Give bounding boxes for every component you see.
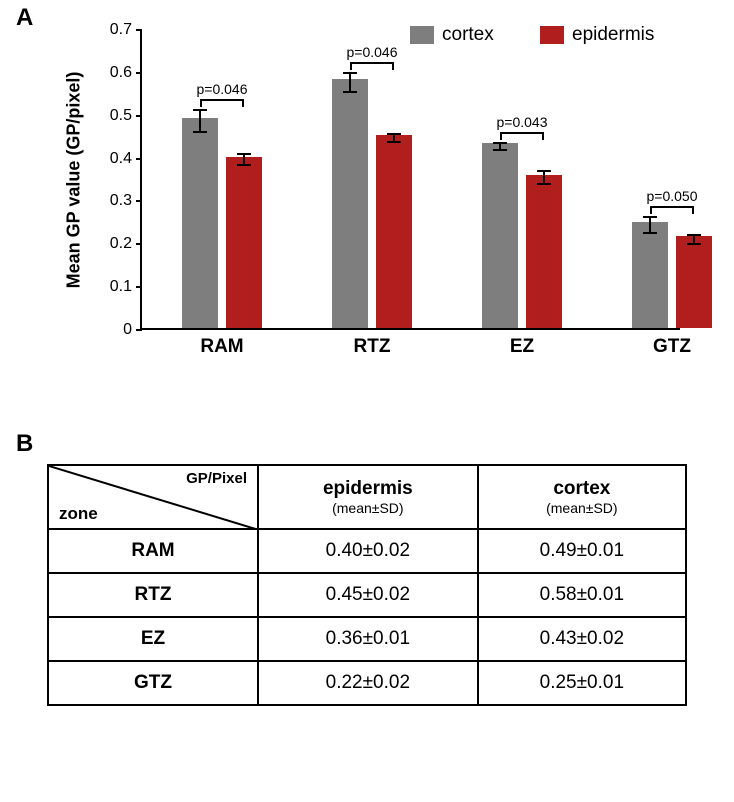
table-diag-header: GP/Pixel zone <box>48 465 258 529</box>
y-tick-label: 0.4 <box>110 150 132 168</box>
col-header-epidermis: epidermis (mean±SD) <box>258 465 478 529</box>
error-cap <box>537 183 551 185</box>
y-tick-label: 0.2 <box>110 235 132 253</box>
error-cap <box>343 72 357 74</box>
error-cap <box>687 243 701 245</box>
x-tick-label: RAM <box>200 336 243 358</box>
table-header-row: GP/Pixel zone epidermis (mean±SD) cortex… <box>48 465 686 529</box>
y-axis-label: Mean GP value (GP/pixel) <box>64 72 85 289</box>
error-bar <box>199 109 201 130</box>
row-header: RTZ <box>48 573 258 617</box>
col-header-cortex-sub: (mean±SD) <box>485 500 679 516</box>
significance-bracket <box>200 99 244 101</box>
y-tick-label: 0 <box>123 321 132 339</box>
significance-bracket <box>650 206 694 208</box>
bar-cortex <box>632 222 668 328</box>
y-tick-label: 0.7 <box>110 21 132 39</box>
y-tick-label: 0.5 <box>110 107 132 125</box>
row-header: EZ <box>48 617 258 661</box>
x-tick-label: RTZ <box>354 336 391 358</box>
bar-cortex <box>182 118 218 328</box>
row-header: RAM <box>48 529 258 573</box>
p-value-label: p=0.050 <box>647 188 698 204</box>
error-cap <box>343 91 357 93</box>
cell-epidermis: 0.45±0.02 <box>258 573 478 617</box>
table-row: RAM0.40±0.020.49±0.01 <box>48 529 686 573</box>
y-tick-label: 0.3 <box>110 192 132 210</box>
col-header-cortex-main: cortex <box>553 478 610 499</box>
y-tick-label: 0.6 <box>110 64 132 82</box>
bar-epidermis <box>376 135 412 328</box>
diag-bot-label: zone <box>59 504 98 524</box>
error-cap <box>493 142 507 144</box>
p-value-label: p=0.046 <box>347 44 398 60</box>
y-tick-label: 0.1 <box>110 278 132 296</box>
col-header-epidermis-sub: (mean±SD) <box>265 500 471 516</box>
cell-cortex: 0.49±0.01 <box>478 529 686 573</box>
bar-chart: cortexepidermis Mean GP value (GP/pixel)… <box>80 20 700 370</box>
significance-bracket <box>350 62 394 64</box>
cell-cortex: 0.58±0.01 <box>478 573 686 617</box>
table-row: GTZ0.22±0.020.25±0.01 <box>48 661 686 705</box>
cell-epidermis: 0.36±0.01 <box>258 617 478 661</box>
error-cap <box>643 216 657 218</box>
panel-a: A cortexepidermis Mean GP value (GP/pixe… <box>0 0 734 430</box>
x-tick-label: EZ <box>510 336 534 358</box>
bar-epidermis <box>226 157 262 328</box>
diag-top-label: GP/Pixel <box>186 470 247 487</box>
cell-cortex: 0.25±0.01 <box>478 661 686 705</box>
cell-epidermis: 0.22±0.02 <box>258 661 478 705</box>
figure-root: A cortexepidermis Mean GP value (GP/pixe… <box>0 0 734 746</box>
bar-cortex <box>332 79 368 328</box>
x-tick-label: GTZ <box>653 336 691 358</box>
bar-epidermis <box>676 236 712 328</box>
bar-epidermis <box>526 175 562 328</box>
error-cap <box>193 109 207 111</box>
error-cap <box>643 232 657 234</box>
panel-b: B GP/Pixel zone epidermis (mean±SD) <box>0 430 734 746</box>
error-cap <box>237 164 251 166</box>
table-row: EZ0.36±0.010.43±0.02 <box>48 617 686 661</box>
gp-table: GP/Pixel zone epidermis (mean±SD) cortex… <box>47 464 687 706</box>
table-body: RAM0.40±0.020.49±0.01RTZ0.45±0.020.58±0.… <box>48 529 686 705</box>
error-cap <box>193 131 207 133</box>
p-value-label: p=0.046 <box>197 81 248 97</box>
error-cap <box>237 153 251 155</box>
error-cap <box>537 170 551 172</box>
error-cap <box>387 133 401 135</box>
error-cap <box>687 234 701 236</box>
bar-cortex <box>482 143 518 328</box>
cell-cortex: 0.43±0.02 <box>478 617 686 661</box>
col-header-epidermis-main: epidermis <box>323 478 413 499</box>
error-cap <box>387 141 401 143</box>
row-header: GTZ <box>48 661 258 705</box>
panel-a-label: A <box>16 4 33 32</box>
error-bar <box>349 72 351 91</box>
table-row: RTZ0.45±0.020.58±0.01 <box>48 573 686 617</box>
p-value-label: p=0.043 <box>497 114 548 130</box>
error-bar <box>649 216 651 231</box>
error-cap <box>493 149 507 151</box>
panel-b-label: B <box>16 430 33 458</box>
cell-epidermis: 0.40±0.02 <box>258 529 478 573</box>
significance-bracket <box>500 132 544 134</box>
plot-area: 00.10.20.30.40.50.60.7p=0.046RAMp=0.046R… <box>140 30 680 330</box>
col-header-cortex: cortex (mean±SD) <box>478 465 686 529</box>
